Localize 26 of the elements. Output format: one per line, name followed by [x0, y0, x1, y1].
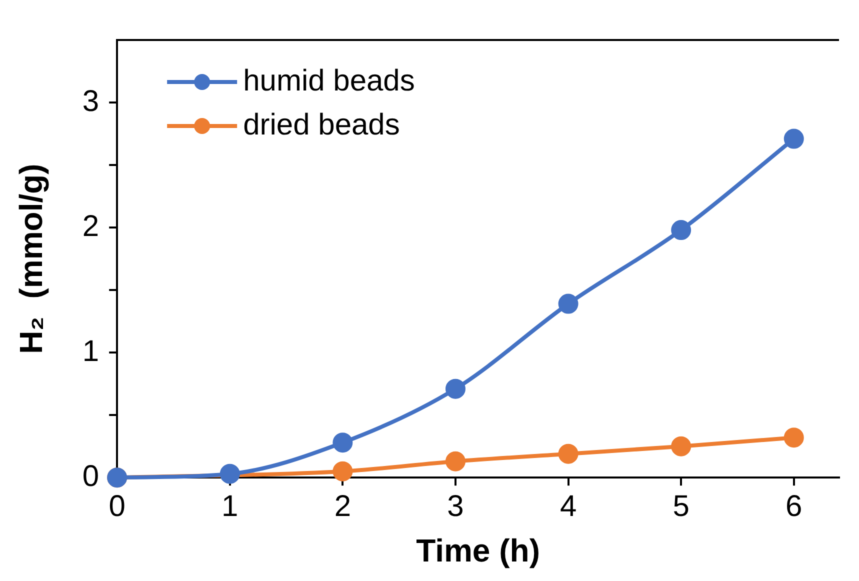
x-tick-label: 5 [672, 490, 690, 523]
x-tick-label: 0 [108, 490, 126, 523]
point [558, 444, 578, 464]
point [558, 294, 578, 314]
x-tick-label: 6 [786, 490, 802, 523]
x-tick-label: 3 [447, 490, 464, 523]
point [671, 436, 692, 456]
point [445, 451, 466, 472]
point [332, 432, 353, 453]
x-tick-label: 4 [560, 490, 577, 523]
point [784, 128, 804, 149]
y-axis-title: H₂ (mmol/g) [13, 164, 50, 354]
legend-label: dried beads [243, 108, 400, 142]
point [445, 378, 466, 399]
point [332, 461, 353, 482]
x-tick-label: 2 [334, 490, 352, 523]
y-tick-label: 0 [82, 460, 100, 493]
x-tick-label: 1 [222, 490, 238, 523]
x-axis-title: Time (h) [416, 532, 540, 569]
legend-label: humid beads [243, 64, 415, 98]
point [784, 428, 804, 448]
point [671, 220, 692, 240]
point [220, 464, 240, 484]
y-tick-label: 3 [82, 84, 100, 118]
y-tick-label: 2 [82, 210, 100, 243]
y-tick-label: 1 [82, 334, 100, 368]
